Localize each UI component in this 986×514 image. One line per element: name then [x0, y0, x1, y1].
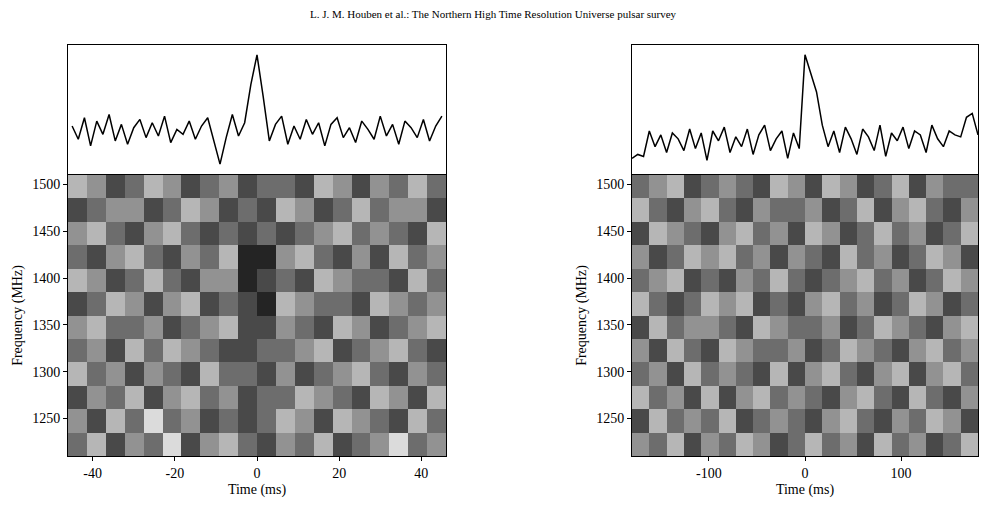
svg-text:L. J. M. Houben et al.: The No: L. J. M. Houben et al.: The Northern Hig… — [310, 8, 677, 20]
svg-text:1500: 1500 — [596, 177, 624, 192]
svg-text:0: 0 — [802, 466, 809, 481]
svg-text:40: 40 — [414, 466, 428, 481]
svg-text:-20: -20 — [165, 466, 184, 481]
svg-text:1450: 1450 — [32, 224, 60, 239]
svg-text:1450: 1450 — [596, 224, 624, 239]
svg-text:1300: 1300 — [32, 365, 60, 380]
svg-text:-100: -100 — [696, 466, 722, 481]
svg-text:Time (ms): Time (ms) — [776, 482, 835, 498]
svg-text:100: 100 — [891, 466, 912, 481]
svg-text:-40: -40 — [83, 466, 102, 481]
svg-text:0: 0 — [254, 466, 261, 481]
svg-text:1400: 1400 — [32, 271, 60, 286]
svg-text:1350: 1350 — [596, 318, 624, 333]
svg-text:1300: 1300 — [596, 365, 624, 380]
svg-text:1400: 1400 — [596, 271, 624, 286]
svg-text:Frequency (MHz): Frequency (MHz) — [10, 265, 26, 366]
svg-text:Frequency (MHz): Frequency (MHz) — [574, 265, 590, 366]
svg-text:20: 20 — [332, 466, 346, 481]
svg-text:1250: 1250 — [32, 411, 60, 426]
svg-text:1500: 1500 — [32, 177, 60, 192]
svg-text:Time (ms): Time (ms) — [228, 482, 287, 498]
svg-text:1350: 1350 — [32, 318, 60, 333]
svg-text:1250: 1250 — [596, 411, 624, 426]
